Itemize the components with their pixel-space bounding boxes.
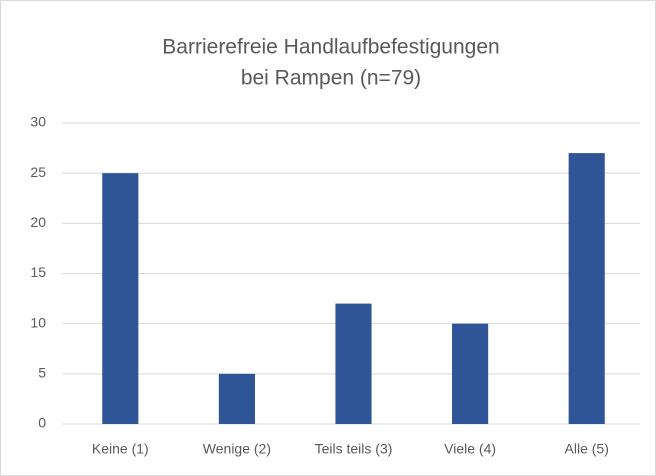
x-tick-label: Keine (1) [92,441,149,457]
y-tick-label: 20 [30,214,46,230]
y-tick-label: 5 [38,365,46,381]
y-tick-label: 30 [30,114,46,130]
chart-title: bei Rampen (n=79) [241,67,421,90]
y-tick-label: 25 [30,164,46,180]
y-tick-label: 15 [30,264,46,280]
x-tick-label: Wenige (2) [203,441,271,457]
bar [335,303,372,424]
y-tick-label: 10 [30,314,46,330]
x-tick-label: Alle (5) [565,441,609,457]
bar [102,173,139,424]
x-tick-label: Viele (4) [444,441,496,457]
y-tick-label: 0 [38,415,46,431]
chart-title: Barrierefreie Handlaufbefestigungen [162,36,499,59]
bar [568,153,605,424]
bar [452,323,489,424]
bar [218,373,255,424]
x-tick-label: Teils teils (3) [315,441,393,457]
